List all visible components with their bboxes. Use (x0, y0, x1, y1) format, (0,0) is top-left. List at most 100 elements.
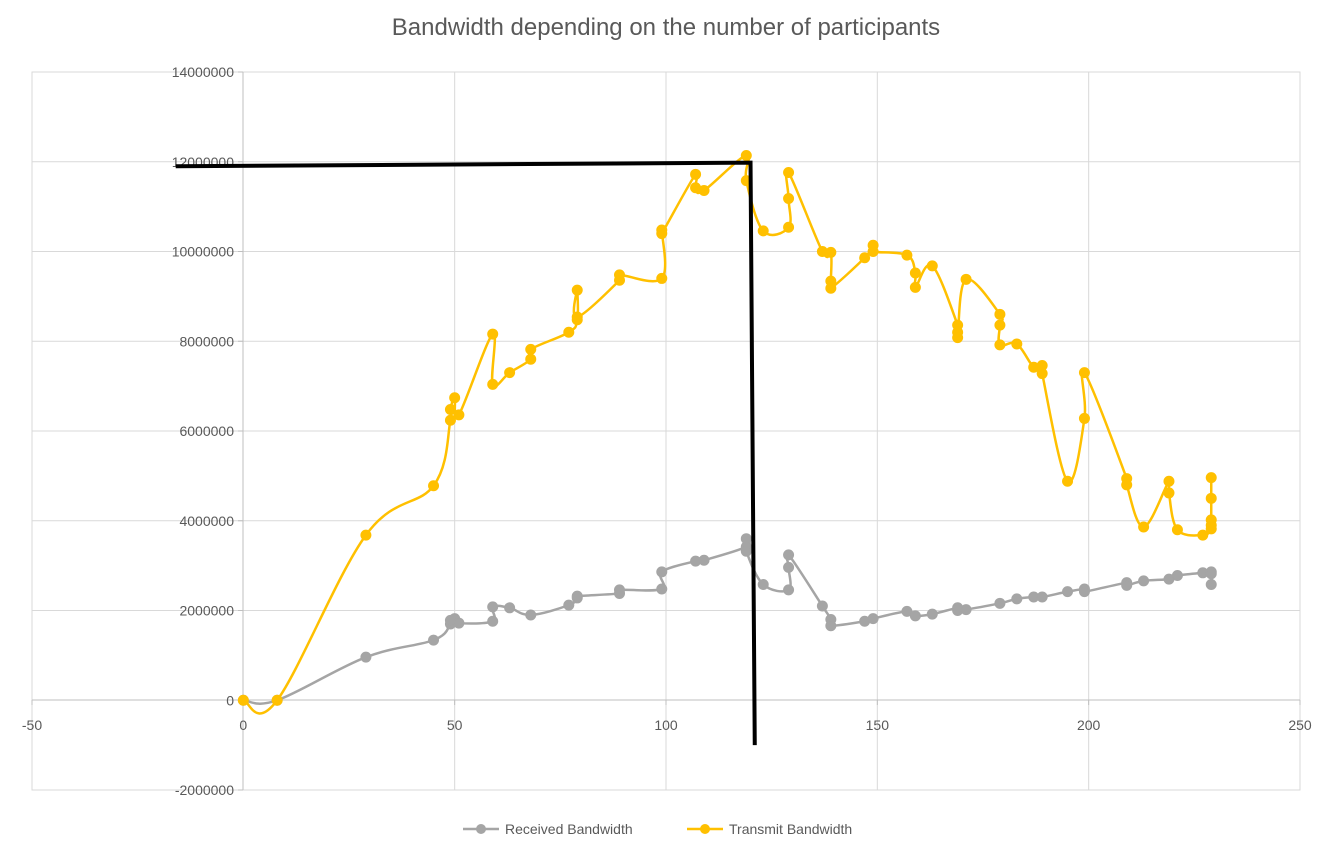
legend-item: Transmit Bandwidth (687, 821, 852, 837)
data-point (909, 610, 921, 622)
data-point (1163, 475, 1175, 487)
annotation-layer (175, 160, 757, 746)
data-point (901, 249, 913, 261)
data-point (487, 328, 499, 340)
data-point (698, 184, 710, 196)
data-point (360, 529, 372, 541)
data-point (504, 367, 516, 379)
x-tick-label: 150 (866, 717, 890, 733)
x-tick-label: 50 (447, 717, 463, 733)
data-point (656, 566, 668, 578)
data-point (783, 193, 795, 205)
x-tick-label: 200 (1077, 717, 1101, 733)
data-point (825, 620, 837, 632)
data-point (656, 228, 668, 240)
data-point (757, 225, 769, 237)
data-point (1036, 591, 1048, 603)
data-point (1036, 368, 1048, 380)
legend-marker (700, 824, 710, 834)
data-point (1078, 367, 1090, 379)
data-point (525, 353, 537, 365)
data-point (525, 343, 537, 355)
data-point (1062, 475, 1074, 487)
y-tick-label: -2000000 (175, 782, 234, 798)
data-point (449, 392, 461, 404)
data-point (783, 221, 795, 233)
x-tick-label: 250 (1288, 717, 1312, 733)
data-point (783, 561, 795, 573)
data-point (360, 651, 372, 663)
data-point (952, 332, 964, 344)
x-tick-label: -50 (22, 717, 42, 733)
y-tick-label: 10000000 (172, 244, 235, 260)
data-point (740, 545, 752, 557)
data-point (960, 604, 972, 616)
data-point (867, 246, 879, 257)
data-point (909, 281, 921, 293)
data-point (525, 609, 537, 621)
y-tick-label: 4000000 (179, 513, 234, 529)
data-point (614, 584, 626, 596)
legend-label: Transmit Bandwidth (729, 821, 852, 837)
data-point (757, 578, 769, 590)
data-point (825, 282, 837, 294)
x-tick-label: 0 (239, 717, 247, 733)
data-point (690, 168, 702, 180)
data-point (571, 590, 583, 602)
data-point (656, 583, 668, 595)
data-point (444, 403, 456, 415)
data-point (453, 409, 465, 421)
data-point (926, 608, 938, 620)
data-point (867, 613, 879, 625)
data-point (237, 694, 249, 706)
data-point (825, 246, 837, 258)
data-point (859, 252, 871, 264)
data-point (1205, 578, 1217, 590)
data-point (1205, 519, 1217, 531)
data-point (504, 602, 516, 614)
series-layer (237, 149, 1217, 715)
legend: Received Bandwidth Transmit Bandwidth (463, 821, 852, 837)
data-point (1062, 586, 1074, 598)
legend-marker (476, 824, 486, 834)
chart-title: Bandwidth depending on the number of par… (391, 14, 941, 41)
data-point (994, 597, 1006, 609)
legend-label: Received Bandwidth (505, 821, 633, 837)
data-point (614, 269, 626, 281)
data-point (1078, 412, 1090, 424)
data-point (994, 308, 1006, 320)
data-point (1171, 569, 1183, 581)
data-point (698, 554, 710, 566)
data-point (1205, 472, 1217, 484)
data-point (740, 149, 752, 161)
data-point (1205, 492, 1217, 504)
data-point (994, 319, 1006, 331)
y-tick-label: 2000000 (179, 603, 234, 619)
data-point (1138, 521, 1150, 533)
data-point (783, 167, 795, 179)
data-point (487, 615, 499, 627)
data-point (571, 284, 583, 296)
data-point (1078, 586, 1090, 598)
data-point (960, 273, 972, 285)
axis-layer: -50 0 50 100 150 200 250 -2000000 0 2000000 400000… (22, 64, 1312, 798)
data-point (1205, 568, 1217, 580)
x-tick-label: 100 (654, 717, 678, 733)
data-point (1197, 529, 1209, 541)
data-point (926, 260, 938, 272)
data-point (428, 480, 440, 492)
data-point (783, 549, 795, 561)
data-point (271, 694, 283, 706)
data-point (1011, 338, 1023, 350)
data-point (1163, 487, 1175, 499)
data-point (901, 605, 913, 617)
data-point (740, 533, 752, 545)
data-point (909, 267, 921, 279)
data-point (453, 617, 465, 629)
data-point (656, 272, 668, 284)
legend-item: Received Bandwidth (463, 821, 633, 837)
y-tick-label: 6000000 (179, 423, 234, 439)
data-point (563, 599, 575, 611)
